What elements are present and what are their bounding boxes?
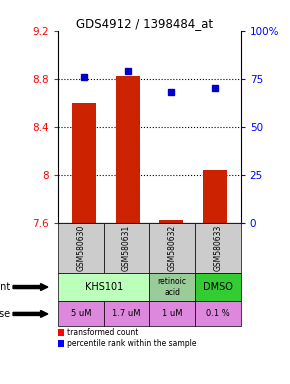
Bar bbox=[72, 103, 96, 223]
Text: dose: dose bbox=[0, 309, 10, 319]
Bar bbox=[203, 170, 226, 223]
Text: transformed count: transformed count bbox=[67, 328, 139, 337]
Bar bbox=[116, 76, 139, 223]
Text: GSM580631: GSM580631 bbox=[122, 225, 131, 271]
Text: GSM580630: GSM580630 bbox=[76, 225, 85, 271]
Text: DMSO: DMSO bbox=[203, 282, 233, 292]
Text: 0.1 %: 0.1 % bbox=[206, 310, 230, 318]
Bar bbox=[159, 220, 183, 223]
Text: agent: agent bbox=[0, 282, 10, 292]
Text: 5 uM: 5 uM bbox=[70, 310, 91, 318]
Text: percentile rank within the sample: percentile rank within the sample bbox=[67, 339, 197, 348]
Text: 1.7 uM: 1.7 uM bbox=[112, 310, 141, 318]
Text: GDS4912 / 1398484_at: GDS4912 / 1398484_at bbox=[77, 17, 213, 30]
Text: 1 uM: 1 uM bbox=[162, 310, 182, 318]
Text: KHS101: KHS101 bbox=[85, 282, 123, 292]
Text: retinoic
acid: retinoic acid bbox=[158, 277, 187, 297]
Text: GSM580632: GSM580632 bbox=[168, 225, 177, 271]
Text: GSM580633: GSM580633 bbox=[213, 225, 222, 271]
